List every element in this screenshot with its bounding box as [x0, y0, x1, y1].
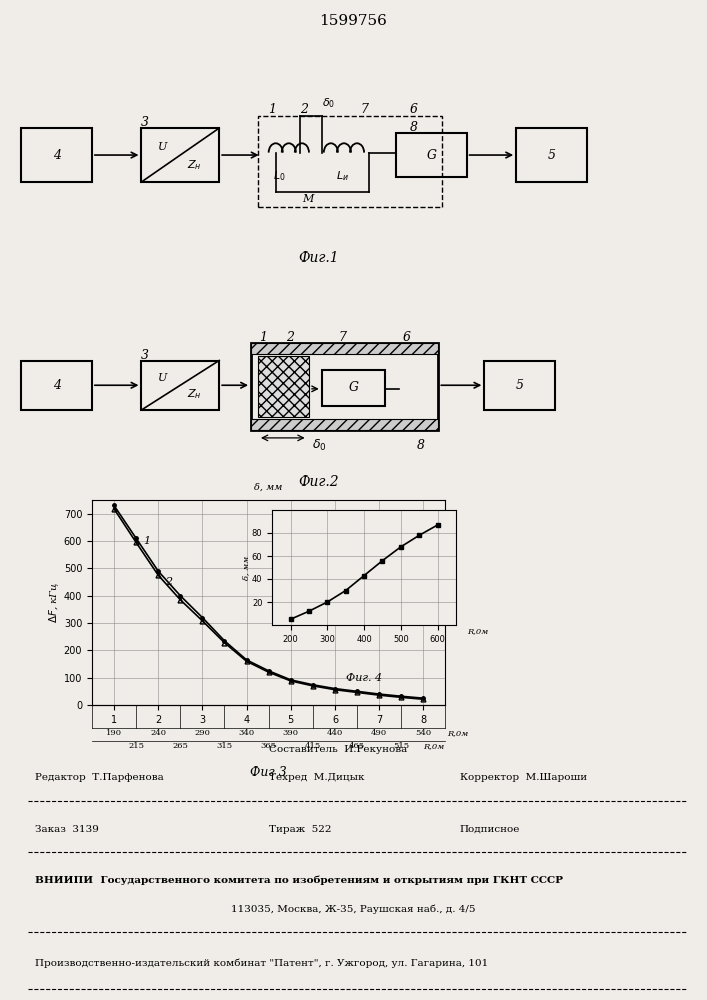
Bar	[258, 356, 309, 417]
Text: Производственно-издательский комбинат "Патент", г. Ужгород, ул. Гагарина, 101: Производственно-издательский комбинат "П…	[35, 958, 489, 968]
Y-axis label: δ, мм: δ, мм	[243, 555, 250, 580]
Text: $Z_н$: $Z_н$	[187, 387, 201, 401]
Text: 365: 365	[261, 742, 276, 750]
Text: 465: 465	[349, 742, 365, 750]
Text: 5: 5	[547, 149, 556, 162]
Bar	[251, 342, 438, 354]
Bar	[21, 360, 92, 410]
Text: $L_и$: $L_и$	[337, 169, 349, 183]
Bar	[396, 133, 467, 177]
Text: 490: 490	[371, 729, 387, 737]
Y-axis label: $\Delta F$, кГц: $\Delta F$, кГц	[47, 582, 61, 623]
Text: Фиг.1: Фиг.1	[298, 251, 339, 265]
Bar	[141, 360, 219, 410]
Text: 290: 290	[194, 729, 210, 737]
Text: U: U	[158, 142, 168, 152]
Text: $L_0$: $L_0$	[273, 169, 286, 183]
Text: δ, мм: δ, мм	[255, 483, 283, 492]
Text: 215: 215	[128, 742, 144, 750]
Text: 3: 3	[141, 349, 149, 362]
Text: 190: 190	[106, 729, 122, 737]
Bar	[251, 419, 438, 430]
Text: 540: 540	[415, 729, 431, 737]
Text: 7: 7	[360, 103, 368, 116]
Bar	[141, 128, 219, 182]
Text: 2: 2	[300, 103, 308, 116]
Text: 1: 1	[259, 331, 267, 344]
Text: 6: 6	[409, 103, 418, 116]
Text: 415: 415	[305, 742, 321, 750]
Text: ВНИИПИ  Государственного комитета по изобретениям и открытиям при ГКНТ СССР: ВНИИПИ Государственного комитета по изоб…	[35, 876, 563, 885]
Text: 4: 4	[52, 149, 61, 162]
Text: $Z_н$: $Z_н$	[187, 158, 201, 172]
Text: G: G	[426, 149, 436, 162]
Text: Фиг.2: Фиг.2	[298, 475, 339, 489]
Text: 1599756: 1599756	[320, 14, 387, 28]
Text: R,0м: R,0м	[467, 627, 489, 635]
Bar	[322, 370, 385, 406]
Text: 6: 6	[402, 331, 411, 344]
Text: 340: 340	[238, 729, 255, 737]
Text: Корректор  М.Шароши: Корректор М.Шароши	[460, 773, 587, 782]
Text: 265: 265	[173, 742, 188, 750]
Text: Тираж  522: Тираж 522	[269, 824, 331, 834]
Text: 1: 1	[143, 536, 150, 546]
Text: R,0м: R,0м	[448, 729, 469, 737]
Text: 240: 240	[150, 729, 166, 737]
Text: Составитель  И.Рекунова: Составитель И.Рекунова	[269, 745, 407, 754]
Bar	[251, 342, 438, 430]
Text: Техред  М.Дицык: Техред М.Дицык	[269, 773, 364, 782]
Text: $\delta_0$: $\delta_0$	[322, 96, 335, 110]
Text: 8: 8	[409, 121, 418, 134]
Text: 8: 8	[416, 439, 425, 452]
Text: 4: 4	[52, 379, 61, 392]
Text: 390: 390	[283, 729, 299, 737]
Text: 113035, Москва, Ж-35, Раушская наб., д. 4/5: 113035, Москва, Ж-35, Раушская наб., д. …	[231, 904, 476, 914]
Text: 515: 515	[393, 742, 409, 750]
Text: M: M	[302, 194, 313, 204]
Text: 2: 2	[165, 577, 172, 587]
Text: Подписное: Подписное	[460, 824, 520, 834]
Text: 5: 5	[515, 379, 524, 392]
Text: Фиг 3: Фиг 3	[250, 766, 287, 780]
Text: 1: 1	[268, 103, 276, 116]
Text: Редактор  Т.Парфенова: Редактор Т.Парфенова	[35, 773, 164, 782]
Text: 315: 315	[216, 742, 233, 750]
Text: $\delta_0$: $\delta_0$	[312, 438, 327, 453]
Bar	[516, 128, 587, 182]
Text: U: U	[158, 373, 168, 383]
Text: R,0м: R,0м	[423, 742, 445, 750]
Text: 7: 7	[339, 331, 347, 344]
Bar	[21, 128, 92, 182]
Bar	[258, 116, 442, 207]
Text: Фиг. 4: Фиг. 4	[346, 673, 382, 683]
Text: 3: 3	[141, 116, 149, 129]
Text: Заказ  3139: Заказ 3139	[35, 824, 99, 834]
Text: 2: 2	[286, 331, 294, 344]
Text: 440: 440	[327, 729, 343, 737]
Text: G: G	[349, 381, 358, 394]
Bar	[484, 360, 555, 410]
